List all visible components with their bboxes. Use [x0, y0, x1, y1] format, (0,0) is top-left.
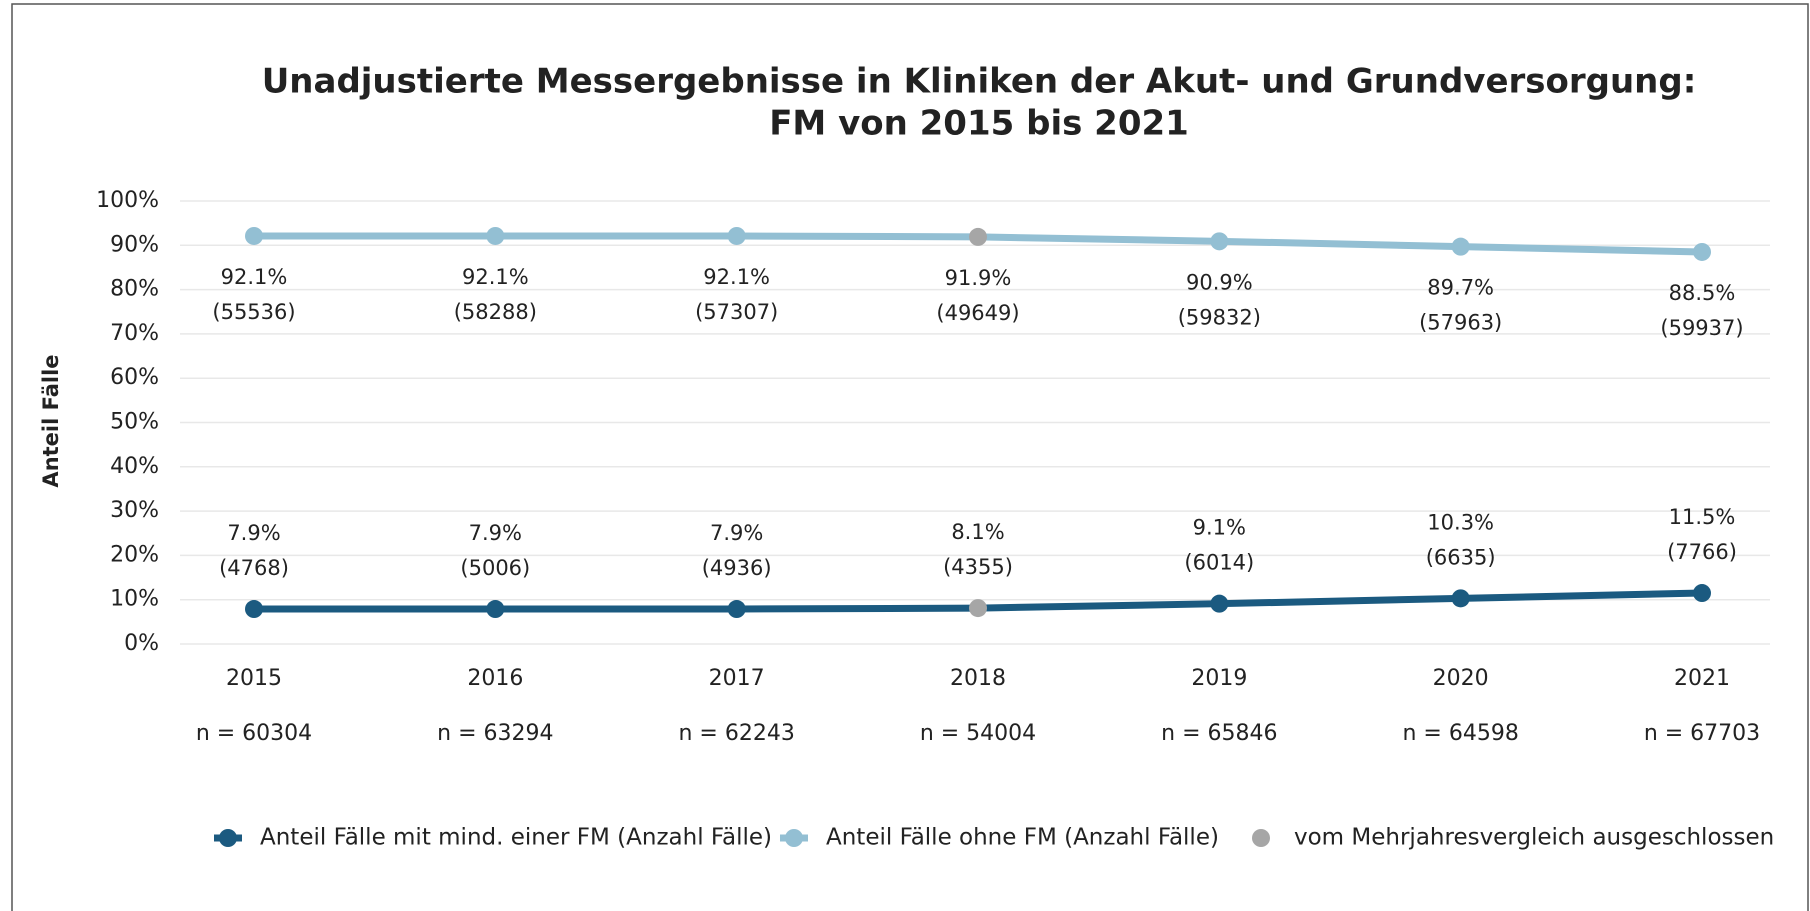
y-tick-label: 40% [110, 454, 159, 479]
data-label: 9.1% [1193, 516, 1246, 540]
count-label: (4936) [702, 556, 772, 580]
frame [11, 3, 1809, 911]
data-label: 89.7% [1427, 276, 1494, 300]
y-tick-label: 10% [110, 587, 159, 612]
count-label: (55536) [212, 300, 295, 324]
y-tick-label: 50% [110, 410, 159, 435]
n-label: n = 60304 [196, 721, 312, 746]
point [727, 226, 746, 245]
legend-marker [1252, 829, 1270, 847]
data-label: 11.5% [1669, 505, 1736, 529]
count-label: (59937) [1660, 316, 1743, 340]
y-tick-label: 30% [110, 498, 159, 523]
data-label: 92.1% [221, 265, 288, 289]
count-label: (4355) [943, 555, 1013, 579]
data-label: 91.9% [945, 266, 1012, 290]
point [245, 226, 263, 245]
n-label: n = 63294 [437, 721, 553, 746]
point [1451, 237, 1470, 256]
x-tick-label: 2016 [467, 666, 523, 691]
y-tick-label: 0% [124, 631, 159, 656]
data-label: 90.9% [1186, 270, 1253, 294]
legend-marker [219, 829, 237, 847]
data-label: 88.5% [1669, 281, 1736, 305]
x-tick-label: 2017 [709, 666, 765, 691]
point [245, 600, 263, 619]
count-label: (58288) [454, 300, 537, 324]
data-label: 7.9% [469, 521, 522, 545]
data-label: 92.1% [703, 265, 770, 289]
point [969, 599, 987, 618]
x-tick-label: 2018 [950, 666, 1006, 691]
point [727, 600, 746, 619]
point [969, 227, 987, 246]
n-label: n = 62243 [678, 721, 794, 746]
count-label: (7766) [1667, 540, 1737, 564]
x-tick-label: 2021 [1674, 666, 1730, 691]
n-label: n = 64598 [1402, 721, 1518, 746]
point [1451, 589, 1470, 608]
y-tick-label: 60% [110, 365, 159, 390]
legend-label: vom Mehrjahresvergleich ausgeschlossen [1294, 825, 1774, 851]
n-label: n = 67703 [1644, 721, 1760, 746]
count-label: (59832) [1178, 305, 1261, 329]
legend-label: Anteil Fälle mit mind. einer FM (Anzahl … [260, 825, 772, 851]
count-label: (4768) [219, 556, 289, 580]
n-label: n = 54004 [920, 721, 1036, 746]
point [486, 226, 505, 245]
point [1210, 594, 1229, 613]
y-axis-label: Anteil Fälle [39, 354, 63, 487]
point [1693, 242, 1711, 261]
y-tick-label: 80% [110, 277, 159, 302]
data-label: 92.1% [462, 265, 529, 289]
legend-marker [785, 829, 803, 847]
count-label: (6014) [1184, 551, 1254, 575]
data-label: 10.3% [1427, 510, 1494, 534]
count-label: (6635) [1426, 545, 1496, 569]
point [486, 600, 505, 619]
x-tick-label: 2020 [1433, 666, 1489, 691]
chart-subtitle: FM von 2015 bis 2021 [769, 104, 1189, 144]
x-tick-label: 2019 [1191, 666, 1247, 691]
y-tick-label: 90% [110, 232, 159, 257]
count-label: (57963) [1419, 311, 1502, 335]
n-label: n = 65846 [1161, 721, 1277, 746]
count-label: (57307) [695, 300, 778, 324]
x-tick-label: 2015 [226, 666, 282, 691]
y-tick-label: 100% [96, 188, 159, 213]
y-tick-label: 20% [110, 542, 159, 567]
data-label: 7.9% [710, 521, 763, 545]
count-label: (49649) [936, 301, 1019, 325]
data-label: 7.9% [227, 521, 280, 545]
point [1210, 232, 1229, 251]
data-label: 8.1% [951, 520, 1004, 544]
legend-label: Anteil Fälle ohne FM (Anzahl Fälle) [826, 825, 1219, 851]
count-label: (5006) [460, 556, 530, 580]
chart-title: Unadjustierte Messergebnisse in Kliniken… [262, 62, 1697, 102]
y-tick-label: 70% [110, 321, 159, 346]
point [1693, 584, 1711, 603]
